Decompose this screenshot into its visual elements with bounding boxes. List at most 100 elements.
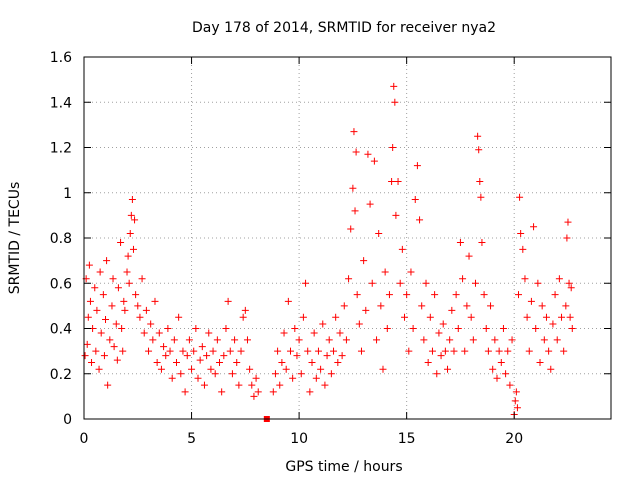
- data-point: [314, 347, 322, 355]
- data-point: [511, 397, 519, 405]
- data-point: [306, 388, 314, 396]
- data-point: [525, 347, 533, 355]
- data-point: [128, 196, 136, 204]
- data-point: [560, 347, 568, 355]
- data-point: [398, 245, 406, 253]
- data-point: [235, 381, 243, 389]
- data-point: [383, 325, 391, 332]
- data-point: [424, 358, 432, 366]
- data-point: [565, 279, 573, 287]
- data-point: [342, 336, 350, 344]
- data-point: [99, 291, 107, 299]
- data-point: [394, 177, 402, 185]
- data-point: [233, 358, 241, 366]
- data-point: [203, 352, 211, 360]
- data-point: [491, 336, 499, 344]
- data-point: [519, 245, 527, 253]
- data-point: [126, 229, 134, 237]
- data-point: [278, 358, 286, 366]
- data-point: [381, 268, 389, 276]
- data-point: [269, 388, 277, 396]
- data-point: [179, 347, 187, 355]
- data-point: [196, 356, 204, 364]
- data-point: [250, 392, 258, 400]
- data-point: [194, 374, 202, 382]
- data-point: [190, 347, 198, 355]
- data-point: [566, 313, 574, 321]
- data-point: [497, 358, 505, 366]
- data-point: [413, 162, 421, 170]
- axis-ticks: 0 0.2 0.4 0.6 0.8 1 1.2 1.4 1.6 0 5 10 15 20: [50, 50, 611, 447]
- data-point: [482, 325, 490, 332]
- data-point: [209, 347, 217, 355]
- data-point: [517, 229, 525, 237]
- data-point: [145, 347, 153, 355]
- data-point: [164, 325, 172, 332]
- data-point: [299, 313, 307, 321]
- data-point: [389, 144, 397, 151]
- data-point: [91, 284, 99, 292]
- x-tick-label: 20: [505, 431, 523, 447]
- data-point: [353, 291, 361, 299]
- data-point: [198, 343, 206, 351]
- data-point: [207, 365, 215, 373]
- data-point: [375, 229, 383, 237]
- data-point: [532, 325, 540, 332]
- data-point: [142, 306, 150, 314]
- data-point: [239, 313, 247, 321]
- data-point: [401, 313, 409, 321]
- data-point: [188, 365, 196, 373]
- data-point: [471, 279, 479, 287]
- data-point: [86, 297, 94, 305]
- data-point: [484, 347, 492, 355]
- data-point: [113, 356, 121, 364]
- data-point: [504, 347, 512, 355]
- data-point: [172, 358, 180, 366]
- data-point: [564, 218, 572, 226]
- x-tick-label: 15: [398, 431, 416, 447]
- data-point: [469, 336, 477, 344]
- data-point: [439, 320, 447, 328]
- x-tick-label: 5: [187, 431, 196, 447]
- x-axis-label: GPS time / hours: [285, 459, 402, 475]
- data-point: [293, 352, 301, 360]
- data-point: [123, 268, 131, 276]
- data-point: [385, 291, 393, 299]
- data-point: [506, 381, 514, 389]
- data-point: [129, 245, 137, 253]
- data-point: [125, 279, 133, 287]
- data-point: [422, 279, 430, 287]
- data-point: [480, 291, 488, 299]
- data-point: [170, 336, 178, 344]
- data-point: [252, 374, 260, 382]
- data-point: [147, 320, 155, 328]
- data-point: [377, 302, 385, 310]
- data-point: [450, 347, 458, 355]
- data-point: [108, 302, 116, 310]
- data-point: [437, 352, 445, 360]
- data-point: [151, 297, 159, 305]
- data-points: [81, 82, 576, 422]
- chart-title: Day 178 of 2014, SRMTID for receiver nya…: [192, 20, 496, 36]
- data-point: [118, 325, 126, 332]
- data-point: [220, 352, 228, 360]
- data-point: [476, 177, 484, 185]
- data-point: [84, 313, 92, 321]
- data-point: [274, 347, 282, 355]
- data-point: [523, 313, 531, 321]
- data-point: [391, 98, 399, 106]
- data-point: [351, 207, 359, 215]
- data-point: [181, 388, 189, 396]
- data-point: [97, 329, 105, 337]
- data-point: [530, 223, 538, 231]
- data-point: [134, 302, 142, 310]
- data-point: [433, 370, 441, 378]
- data-point: [416, 216, 424, 224]
- data-point: [545, 347, 553, 355]
- data-point: [475, 146, 483, 154]
- data-point: [291, 325, 299, 332]
- data-point: [542, 313, 550, 321]
- data-point: [289, 374, 297, 382]
- data-point: [284, 297, 292, 305]
